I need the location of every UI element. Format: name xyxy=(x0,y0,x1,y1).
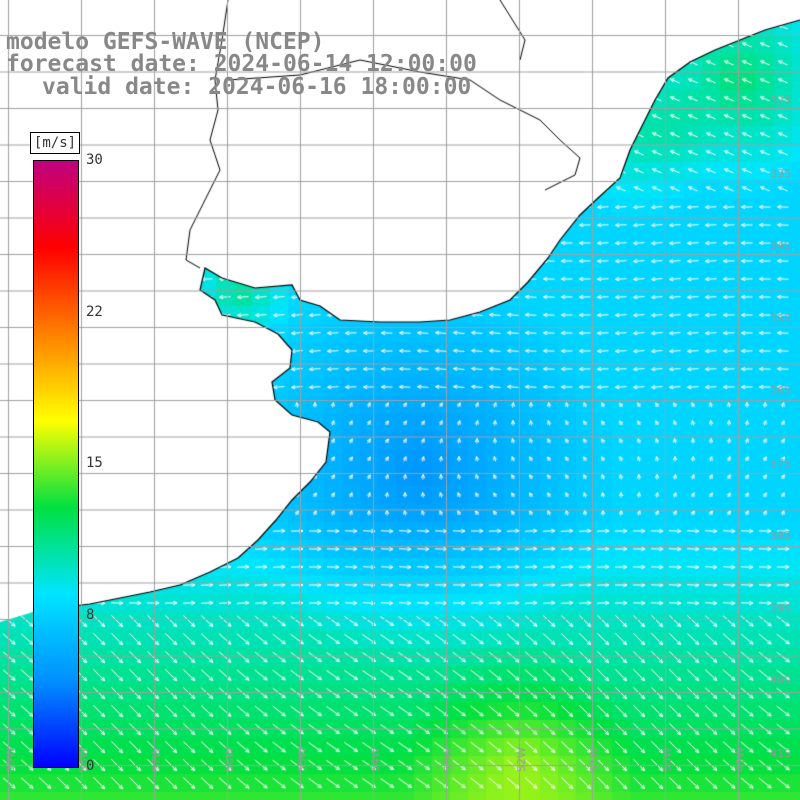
colorbar-tick: 15 xyxy=(86,455,103,471)
colorbar-tick: 22 xyxy=(86,303,103,320)
colorbar xyxy=(33,160,79,768)
colorbar-tick: 8 xyxy=(86,606,95,623)
forecast-date: forecast date: 2024-06-14 12:00:00 xyxy=(6,51,477,77)
model-title: modelo GEFS-WAVE (NCEP) xyxy=(6,29,325,55)
valid-date: valid date: 2024-06-16 18:00:00 xyxy=(42,74,472,100)
colorbar-tick: 0 xyxy=(86,758,95,774)
colorbar-unit: [m/s] xyxy=(30,132,80,154)
colorbar-tick: 30 xyxy=(86,152,103,168)
